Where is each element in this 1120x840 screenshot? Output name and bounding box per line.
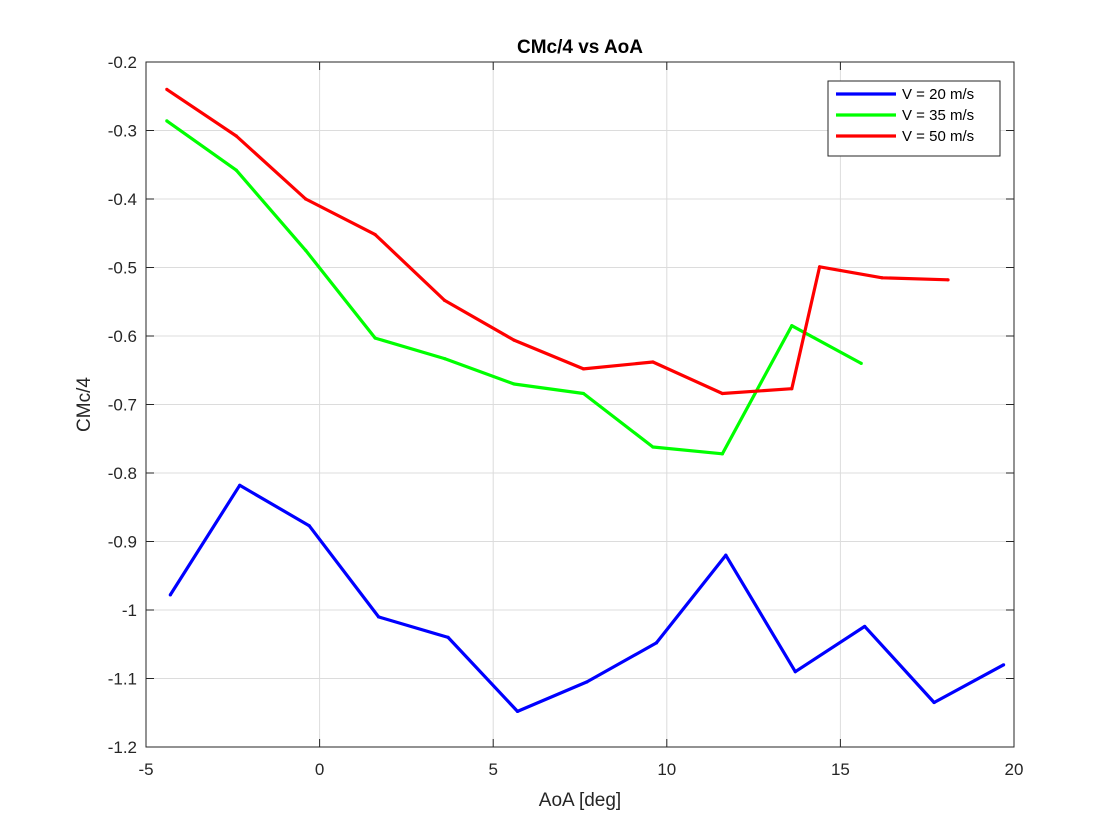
y-tick-label: -1.2 [108, 738, 137, 757]
y-tick-label: -0.2 [108, 53, 137, 72]
x-axis-label: AoA [deg] [539, 790, 621, 811]
y-axis-label: CMc/4 [74, 377, 95, 432]
data-point-series-3 [880, 276, 884, 280]
x-tick-label: 20 [1005, 760, 1024, 779]
legend-label-2: V = 35 m/s [902, 107, 974, 124]
y-tick-label: -0.8 [108, 464, 137, 483]
y-tick-label: -0.6 [108, 327, 137, 346]
data-point-series-3 [373, 233, 377, 237]
plot-area: -5 0 5 10 15 20 -1.2 -1.1 -1 -0.9 -0.8 -0.7 -0.6 -0.5… [108, 53, 1024, 779]
data-point-series-2 [581, 391, 586, 396]
x-tick-label: 15 [831, 760, 850, 779]
chart-title: CMc/4 vs AoA [517, 37, 643, 58]
legend-label-3: V = 50 m/s [902, 128, 974, 145]
data-point-series-1 [932, 700, 936, 705]
y-tick-label: -1 [122, 601, 137, 620]
series-layer [165, 87, 1006, 714]
legend-label-1: V = 20 m/s [902, 86, 974, 103]
data-point-series-3 [304, 197, 308, 201]
data-point-series-3 [946, 278, 950, 282]
y-tick-label: -1.1 [108, 670, 137, 689]
data-point-series-1 [654, 641, 658, 645]
data-point-series-3 [651, 360, 655, 364]
data-point-series-2 [512, 382, 516, 386]
y-tick-label: -0.4 [108, 190, 137, 209]
data-point-series-3 [581, 367, 586, 371]
data-point-series-1 [168, 593, 172, 597]
data-point-series-3 [512, 338, 516, 342]
data-point-series-2 [373, 336, 377, 340]
data-point-series-1 [585, 680, 589, 684]
data-point-series-1 [377, 615, 381, 619]
data-point-series-1 [863, 624, 867, 629]
data-point-series-3 [165, 87, 169, 91]
data-point-series-3 [790, 387, 794, 391]
data-point-series-2 [790, 324, 794, 328]
ticks: -5 0 5 10 15 20 -1.2 -1.1 -1 -0.9 -0.8 -0.7 -0.6 -0.5… [108, 53, 1024, 779]
data-point-series-1 [515, 709, 520, 713]
data-point-series-3 [720, 391, 724, 396]
data-point-series-2 [234, 168, 238, 172]
x-tick-label: 0 [315, 760, 324, 779]
data-point-series-1 [446, 635, 450, 640]
data-point-series-2 [859, 361, 863, 365]
data-point-series-3 [234, 134, 238, 138]
data-point-series-1 [724, 553, 728, 557]
data-point-series-1 [1001, 663, 1006, 667]
legend: V = 20 m/s V = 35 m/s V = 50 m/s [827, 80, 1001, 157]
data-point-series-2 [442, 357, 447, 361]
data-point-series-1 [793, 670, 797, 674]
data-point-series-2 [165, 119, 169, 123]
y-tick-label: -0.9 [108, 533, 137, 552]
data-point-series-2 [651, 445, 655, 449]
y-tick-label: -0.7 [108, 396, 137, 415]
data-point-series-3 [442, 298, 447, 302]
data-point-series-2 [304, 248, 308, 252]
x-tick-label: 10 [657, 760, 676, 779]
y-tick-label: -0.5 [108, 259, 137, 278]
x-tick-label: -5 [138, 760, 153, 779]
data-point-series-1 [238, 483, 242, 487]
data-point-series-3 [817, 265, 822, 269]
x-tick-label: 5 [488, 760, 497, 779]
y-tick-label: -0.3 [108, 122, 137, 141]
data-point-series-1 [307, 524, 311, 528]
data-point-series-2 [720, 452, 724, 456]
